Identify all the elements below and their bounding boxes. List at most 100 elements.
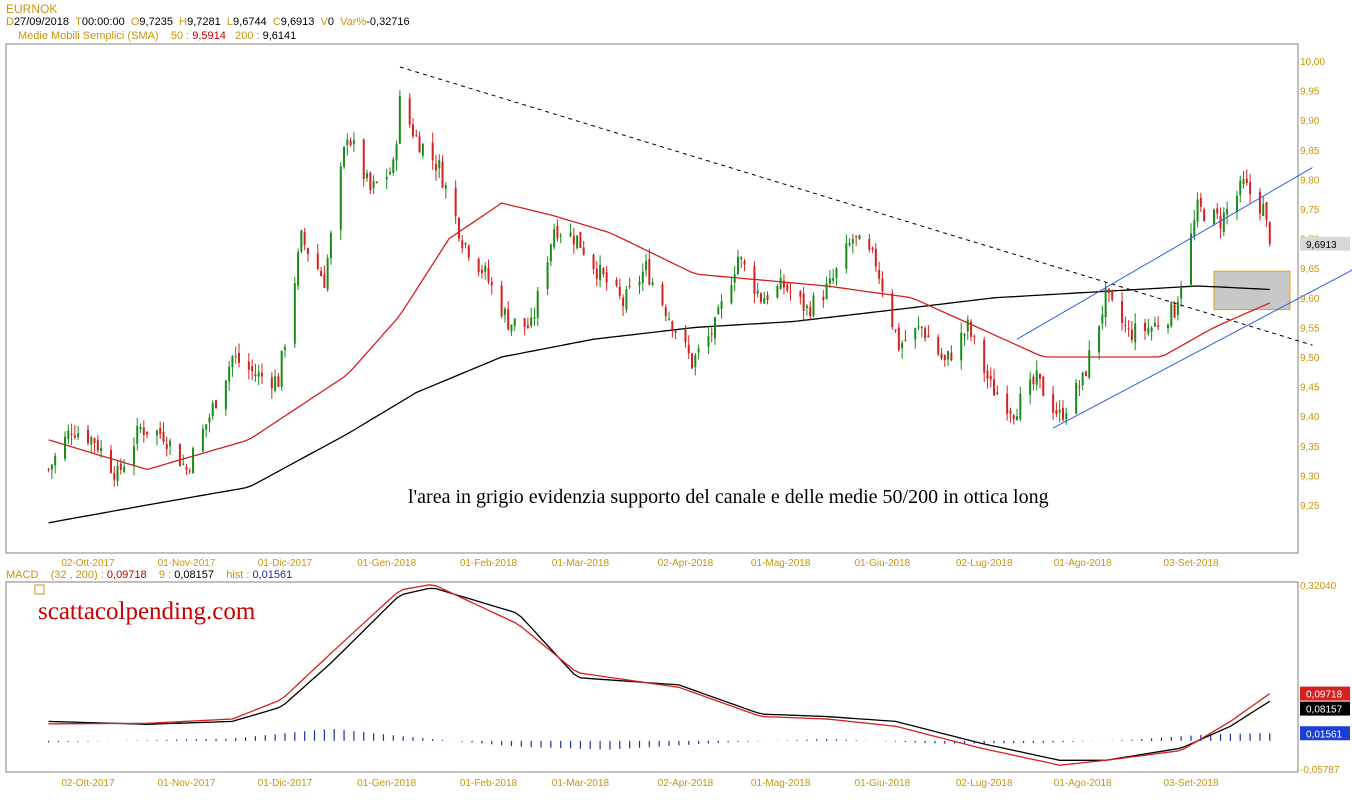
candle [513, 318, 516, 332]
candle [231, 355, 234, 377]
candle [123, 458, 126, 474]
price-tick-label: 9,75 [1300, 205, 1320, 216]
candle [100, 439, 103, 459]
candle [651, 278, 654, 287]
candle [395, 140, 398, 171]
candle [1042, 375, 1045, 397]
macd-value-badge [1300, 686, 1350, 701]
candle [1111, 289, 1114, 303]
candle [914, 327, 917, 349]
candle [389, 167, 392, 176]
candle [858, 234, 861, 240]
candle [582, 240, 585, 256]
candle [339, 162, 342, 240]
date-tick-label: 01-Mar-2018 [552, 558, 610, 569]
candle [645, 253, 648, 277]
candle [579, 231, 582, 249]
candle [595, 261, 598, 287]
candle [293, 276, 296, 348]
candle [661, 281, 664, 307]
candle [970, 319, 973, 342]
candle [1180, 280, 1183, 307]
candle [109, 445, 112, 474]
price-tick-label: 9,25 [1300, 501, 1320, 512]
candle [113, 466, 116, 487]
candle [556, 219, 559, 242]
candle [441, 155, 444, 189]
price-tick-label: 9,45 [1300, 383, 1320, 394]
candle [763, 291, 766, 304]
date-tick-label: 01-Giu-2018 [855, 778, 911, 789]
candle [668, 311, 671, 321]
candle [1061, 400, 1064, 422]
annotation-text: l'area in grigio evidenzia supporto del … [408, 486, 1049, 508]
candle [90, 435, 93, 453]
candle [1167, 323, 1170, 334]
candle [1038, 373, 1041, 389]
candle [776, 283, 779, 299]
candle [694, 352, 697, 376]
candle [280, 350, 283, 391]
candle [1157, 316, 1160, 331]
date-tick-label: 02-Apr-2018 [658, 558, 714, 569]
candle [1029, 371, 1032, 405]
candle [64, 431, 67, 462]
symbol-title: EURNOK [6, 2, 58, 16]
price-tick-label: 9,80 [1300, 175, 1320, 186]
candle [812, 292, 815, 318]
candle [523, 317, 526, 336]
candle [306, 247, 309, 262]
sma-legend: Medie Mobili Semplici (SMA) 50 : 9,5914 … [18, 30, 297, 42]
date-tick-label: 01-Ago-2018 [1054, 778, 1112, 789]
candle [799, 290, 802, 305]
candle [467, 244, 470, 261]
candle [805, 304, 808, 316]
candle [392, 156, 395, 176]
candle [146, 431, 149, 439]
candle [618, 278, 621, 300]
date-tick-label: 03-Set-2018 [1163, 778, 1218, 789]
candle [966, 315, 969, 341]
candle [1239, 175, 1242, 203]
candle [188, 468, 191, 475]
candle [503, 306, 506, 323]
candle [648, 248, 651, 286]
candle [208, 413, 211, 433]
candle [592, 253, 595, 275]
candle [917, 316, 920, 331]
candle [50, 463, 53, 479]
candle [674, 330, 677, 340]
date-tick-label: 01-Mar-2018 [552, 778, 610, 789]
candle [159, 421, 162, 440]
candle [625, 285, 628, 313]
candle [418, 131, 421, 153]
candle [947, 350, 950, 366]
candle [372, 175, 375, 194]
candle [1101, 305, 1104, 330]
candle [671, 320, 674, 338]
candle [868, 233, 871, 253]
candle [139, 423, 142, 434]
last-price-badge [1300, 236, 1350, 251]
candle [963, 332, 966, 346]
candle [1016, 408, 1019, 421]
candle [756, 282, 759, 298]
candle [809, 300, 812, 320]
candle [142, 420, 145, 443]
candle [438, 154, 441, 179]
candle [169, 438, 172, 456]
candle [1262, 196, 1265, 217]
candle [408, 93, 411, 128]
candle [444, 181, 447, 199]
candle [1012, 413, 1015, 425]
candle [165, 436, 168, 457]
candle [1190, 223, 1192, 288]
candle [828, 270, 831, 289]
candle [717, 304, 720, 315]
support-zone [1213, 270, 1291, 311]
candle [1104, 283, 1107, 327]
candle [487, 259, 490, 285]
macd-tick-label: 0,32040 [1300, 581, 1337, 592]
candle [349, 137, 352, 147]
sma50-line [48, 202, 1271, 471]
